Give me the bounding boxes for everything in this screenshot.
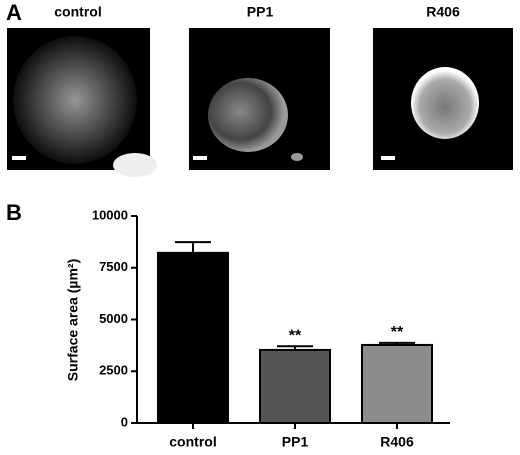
y-tick-label: 2500 bbox=[99, 363, 128, 378]
significance: ** bbox=[289, 327, 302, 344]
panel-label: B bbox=[6, 200, 22, 225]
image-title: control bbox=[54, 4, 101, 20]
bar bbox=[361, 343, 433, 424]
y-tick-label: 7500 bbox=[99, 259, 128, 274]
bar bbox=[259, 348, 331, 424]
image-title: R406 bbox=[426, 4, 460, 20]
panel-label: A bbox=[6, 0, 22, 25]
micrograph bbox=[373, 28, 513, 170]
x-tick-label: R406 bbox=[380, 434, 414, 450]
y-tick-label: 0 bbox=[121, 414, 128, 429]
y-axis-label: Surface area (µm²) bbox=[65, 259, 81, 381]
y-tick-label: 5000 bbox=[99, 311, 128, 326]
y-tick-label: 10000 bbox=[92, 207, 128, 222]
bar bbox=[157, 251, 229, 424]
image-title: PP1 bbox=[247, 4, 274, 20]
x-tick-label: control bbox=[169, 434, 216, 450]
micrograph bbox=[7, 28, 157, 177]
significance: ** bbox=[391, 324, 404, 341]
micrograph bbox=[189, 28, 330, 170]
x-tick-label: PP1 bbox=[282, 434, 309, 450]
